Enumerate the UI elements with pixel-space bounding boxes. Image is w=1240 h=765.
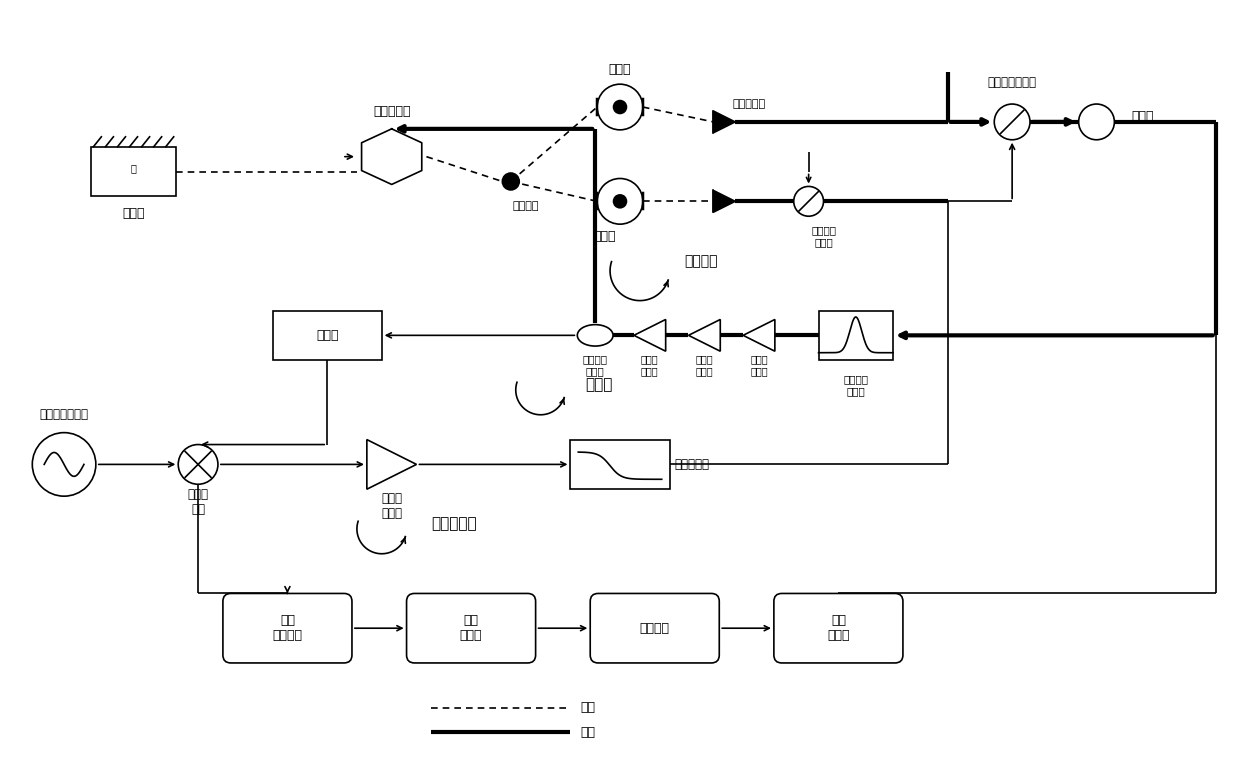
Text: 数模
转换器: 数模 转换器: [827, 614, 849, 642]
Text: 微波定向
耦合器: 微波定向 耦合器: [583, 354, 608, 376]
Circle shape: [502, 173, 520, 190]
Text: 合波器: 合波器: [1131, 110, 1153, 123]
Circle shape: [614, 100, 626, 113]
Bar: [273, 311, 382, 360]
Text: 低频参考振荡器: 低频参考振荡器: [40, 409, 88, 422]
Text: 频率控制环: 频率控制环: [432, 516, 477, 532]
Text: 光耦合器: 光耦合器: [512, 201, 539, 211]
Text: 电光调制器: 电光调制器: [373, 106, 410, 119]
Text: 分频器: 分频器: [316, 329, 339, 342]
Text: 交流
功率检测: 交流 功率检测: [273, 614, 303, 642]
Text: 光: 光: [130, 164, 136, 174]
Text: 短光纤: 短光纤: [609, 63, 631, 76]
Text: 光路: 光路: [580, 701, 595, 714]
Text: 低噪声
放大器: 低噪声 放大器: [381, 492, 402, 520]
Text: 射频带通
滤波器: 射频带通 滤波器: [843, 374, 868, 396]
Text: 电路: 电路: [580, 726, 595, 739]
Text: 环路滤波器: 环路滤波器: [675, 458, 709, 471]
Text: 鉴频鉴
相器: 鉴频鉴 相器: [187, 488, 208, 516]
Text: 低噪声
放大器: 低噪声 放大器: [750, 354, 768, 376]
Text: 光电探测器: 光电探测器: [733, 99, 765, 109]
Bar: [818, 311, 893, 360]
Circle shape: [614, 195, 626, 208]
Text: 锁相环: 锁相环: [585, 377, 613, 392]
Text: 压控射频移相器: 压控射频移相器: [987, 76, 1037, 89]
Text: 微处理器: 微处理器: [640, 622, 670, 635]
Text: 模数
转换器: 模数 转换器: [460, 614, 482, 642]
Text: 激光器: 激光器: [123, 207, 145, 220]
Text: 低噪声
放大器: 低噪声 放大器: [641, 354, 658, 376]
Text: 长光纤: 长光纤: [594, 230, 616, 243]
Text: 振荡环路: 振荡环路: [684, 254, 718, 268]
Bar: [570, 440, 670, 490]
Text: 压控射频
移相器: 压控射频 移相器: [811, 225, 836, 247]
Bar: [92, 147, 176, 197]
Polygon shape: [713, 111, 735, 133]
Text: 低噪声
放大器: 低噪声 放大器: [696, 354, 713, 376]
Polygon shape: [713, 190, 735, 212]
